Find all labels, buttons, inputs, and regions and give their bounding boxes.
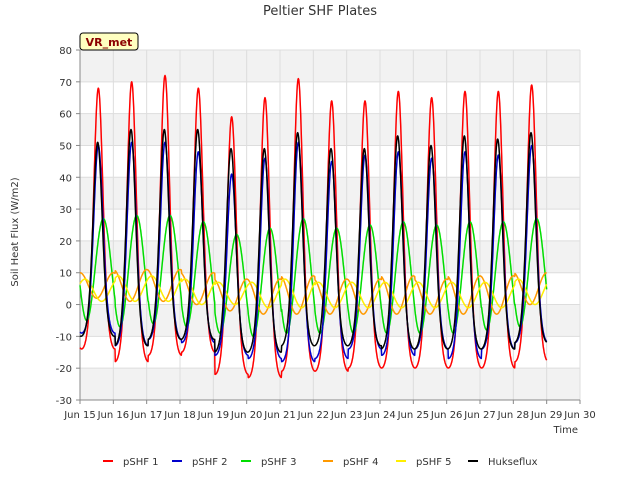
y-tick-label: 40	[59, 173, 72, 184]
plot-band	[80, 50, 580, 82]
y-tick-label: 20	[59, 237, 72, 248]
series-line-hukseflux	[79, 128, 548, 353]
legend-label: pSHF 2	[192, 457, 228, 468]
x-tick-label: Jun 18	[163, 410, 196, 421]
y-tick-label: 70	[59, 78, 72, 89]
legend-label: pSHF 5	[416, 457, 452, 468]
x-tick-label: Jun 22	[297, 410, 330, 421]
y-tick-label: 80	[59, 46, 72, 57]
x-tick-label: Jun 30	[563, 410, 596, 421]
x-tick-label: Jun 27	[463, 410, 496, 421]
site-tag: VR_met	[79, 32, 139, 51]
y-axis-label: Soil Heat Flux (W/m2)	[10, 177, 21, 286]
site-tag-box	[79, 32, 139, 51]
legend-label: pSHF 3	[261, 457, 297, 468]
y-tick-label: 50	[59, 141, 72, 152]
y-tick-label: 10	[59, 269, 72, 280]
y-axis: -30 -20 -10 0 10 20 30 40 50 60 70 80	[56, 46, 81, 407]
series-group	[79, 74, 548, 379]
x-tick-label: Jun 21	[263, 410, 296, 421]
legend-label: pSHF 1	[123, 457, 159, 468]
x-tick-label: Jun 20	[230, 410, 263, 421]
x-axis-label: Time	[553, 425, 578, 436]
legend-label: pSHF 4	[343, 457, 379, 468]
y-tick-label: -20	[56, 364, 72, 375]
y-tick-label: -30	[56, 396, 72, 407]
x-tick-label: Jun 17	[130, 410, 163, 421]
y-tick-label: 0	[66, 301, 72, 312]
x-tick-label: Jun 19	[197, 410, 230, 421]
x-tick-label: Jun 24	[363, 410, 396, 421]
x-tick-label: Jun 26	[430, 410, 463, 421]
x-axis: Jun 15 Jun 16 Jun 17 Jun 18 Jun 19 Jun 20 Jun …	[63, 399, 596, 421]
x-tick-label: Jun 28	[497, 410, 530, 421]
x-tick-label: Jun 16	[97, 410, 130, 421]
x-tick-label: Jun 15	[63, 410, 96, 421]
x-tick-label: Jun 23	[330, 410, 363, 421]
y-tick-label: 60	[59, 110, 72, 121]
y-tick-label: -10	[56, 332, 72, 343]
chart-title: Peltier SHF Plates	[263, 4, 377, 19]
plot-band	[80, 304, 580, 337]
x-tick-label: Jun 29	[530, 410, 563, 421]
legend-label: Hukseflux	[488, 457, 538, 468]
x-tick-label: Jun 25	[397, 410, 430, 421]
legend: pSHF 1 pSHF 2 pSHF 3 pSHF 4 pSHF 5 Hukseflux	[103, 457, 538, 468]
series-line-pshf-4	[79, 268, 548, 315]
plot-band	[80, 368, 580, 400]
y-tick-label: 30	[59, 205, 72, 216]
site-tag-label: VR_met	[86, 36, 133, 49]
